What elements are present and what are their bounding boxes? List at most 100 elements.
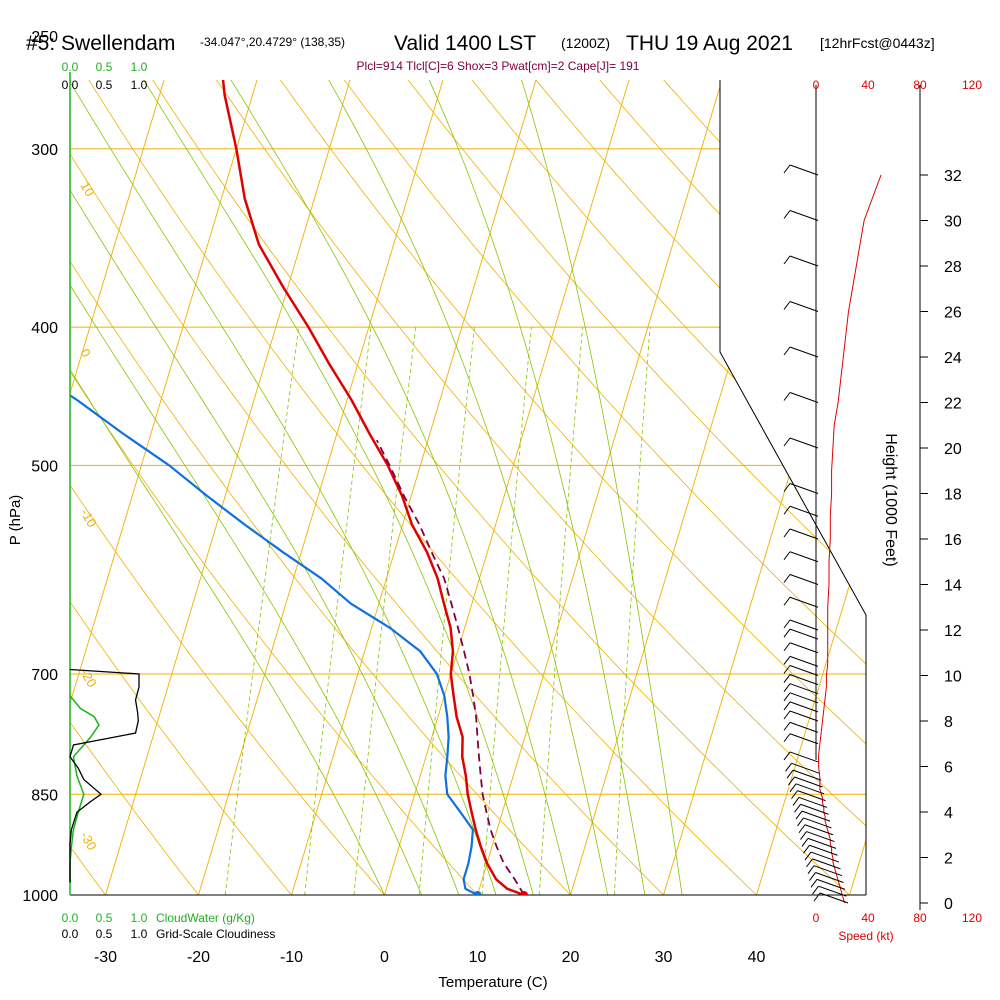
cloudiness-label: Grid-Scale Cloudiness — [156, 927, 275, 941]
cloudwater-tick-bottom: 1.0 — [131, 911, 148, 925]
dry-adiabat — [70, 80, 223, 895]
cloudiness-tick-top: 0.5 — [96, 78, 113, 92]
cloudwater-tick-bottom: 0.5 — [96, 911, 113, 925]
mixing-ratio-line — [224, 327, 300, 895]
isotherm-line — [291, 80, 550, 895]
dry-adiabat — [417, 80, 866, 895]
wind-barb — [789, 721, 819, 733]
wind-barb — [789, 164, 819, 176]
cloudwater-tick-bottom: 0.0 — [62, 911, 79, 925]
wind-barb — [815, 872, 844, 883]
wind-barb-flag — [783, 710, 791, 720]
wind-barb — [789, 701, 819, 713]
height-tick-label: 26 — [944, 305, 962, 322]
wind-barb — [789, 674, 819, 686]
wind-barb-flag — [783, 642, 791, 652]
forecast-label: [12hrFcst@0443z] — [820, 35, 935, 51]
wind-barb — [794, 776, 823, 788]
wind-barb-flag — [813, 892, 821, 902]
temperature-tick-label: 20 — [562, 949, 580, 966]
isotherm-line — [70, 80, 271, 895]
wind-barb-flag — [791, 790, 798, 799]
pressure-tick-label: 300 — [31, 142, 58, 159]
wind-barb — [801, 810, 831, 822]
speed-tick-bottom: 80 — [913, 911, 927, 925]
pressure-tick-label: 850 — [31, 787, 58, 804]
dry-adiabat — [850, 80, 866, 895]
wind-barb — [789, 392, 819, 403]
speed-tick-top: 0 — [813, 78, 820, 92]
dry-adiabat-label: -30 — [77, 829, 99, 853]
height-tick-label: 2 — [944, 851, 953, 868]
isotherm-line — [105, 80, 364, 895]
wind-barb-flag — [783, 683, 791, 693]
moist-adiabat — [303, 80, 609, 895]
wind-barb — [806, 831, 835, 843]
isotherm-line — [756, 80, 866, 895]
wind-barb — [792, 769, 822, 781]
isotherm-line — [477, 80, 736, 895]
wind-barb-flag — [783, 574, 791, 583]
wind-barb — [818, 885, 847, 897]
surface-temperature-point — [520, 891, 528, 895]
wind-barb — [789, 751, 819, 763]
pressure-tick-label: 250 — [31, 29, 58, 46]
wind-barb-flag — [783, 628, 791, 638]
temperature-tick-label: 40 — [748, 949, 766, 966]
temperature-tick-label: 30 — [655, 949, 673, 966]
cloudiness-trace — [69, 668, 140, 883]
height-tick-label: 10 — [944, 669, 962, 686]
speed-tick-bottom: 40 — [861, 911, 875, 925]
dry-adiabat — [975, 11, 1000, 926]
pressure-tick-label: 500 — [31, 458, 58, 475]
wind-barb-flag — [783, 346, 791, 356]
wind-barb — [807, 837, 837, 849]
series-dewpoint — [70, 394, 479, 895]
height-axis-title: Height (1000 Feet) — [882, 433, 899, 566]
cloudiness-tick-top: 1.0 — [131, 78, 148, 92]
speed-tick-bottom: 0 — [813, 911, 820, 925]
temperature-tick-label: -10 — [280, 949, 303, 966]
moist-adiabat — [116, 80, 534, 895]
indices-line: Plcl=914 Tlcl[C]=6 Shox=3 Pwat[cm]=2 Cap… — [357, 59, 640, 73]
wind-barb — [800, 803, 829, 815]
wind-barb-flag — [783, 619, 791, 629]
dry-adiabat-label: -10 — [77, 506, 99, 530]
wind-barb — [810, 851, 840, 863]
wind-barb-flag — [794, 803, 801, 813]
wind-barb-flag — [809, 872, 816, 881]
dry-adiabat — [70, 80, 318, 895]
height-tick-label: 22 — [944, 396, 962, 413]
wind-panel: 0040408080120120024681012141618202224262… — [783, 78, 982, 925]
wind-barb — [812, 858, 841, 870]
wind-barb-flag — [797, 817, 804, 827]
wind-barb — [797, 790, 826, 802]
mixing-ratio-label: 5 — [406, 903, 423, 917]
y-axis-title: P (hPa) — [7, 495, 24, 546]
wind-barb-flag — [807, 865, 815, 875]
height-tick-label: 24 — [944, 350, 962, 367]
wind-barb — [789, 437, 819, 449]
zulu-time: (1200Z) — [561, 35, 610, 51]
moist-adiabat — [506, 80, 683, 895]
wind-barb — [789, 665, 819, 676]
series-temperature — [221, 80, 525, 895]
speed-tick-top: 120 — [962, 78, 982, 92]
title-block: #5: Swellendam -34.047°,20.4729° (138,35… — [26, 32, 935, 73]
moist-adiabat — [408, 80, 646, 895]
wind-barb-flag — [783, 392, 791, 401]
wind-barb-flag — [786, 769, 794, 779]
wind-barb-flag — [783, 596, 791, 606]
dry-adiabat — [726, 80, 866, 895]
wind-barb-flag — [795, 810, 803, 820]
speed-axis-title: Speed (kt) — [838, 929, 893, 943]
profiles — [70, 80, 528, 895]
wind-barb — [789, 710, 819, 722]
wind-barb — [816, 878, 846, 890]
dry-adiabat — [170, 80, 866, 895]
series-parcel — [376, 439, 525, 895]
dry-adiabat — [70, 80, 695, 895]
station-coords: -34.047°,20.4729° (138,35) — [200, 35, 345, 49]
speed-tick-top: 80 — [913, 78, 927, 92]
height-tick-label: 8 — [944, 714, 953, 731]
